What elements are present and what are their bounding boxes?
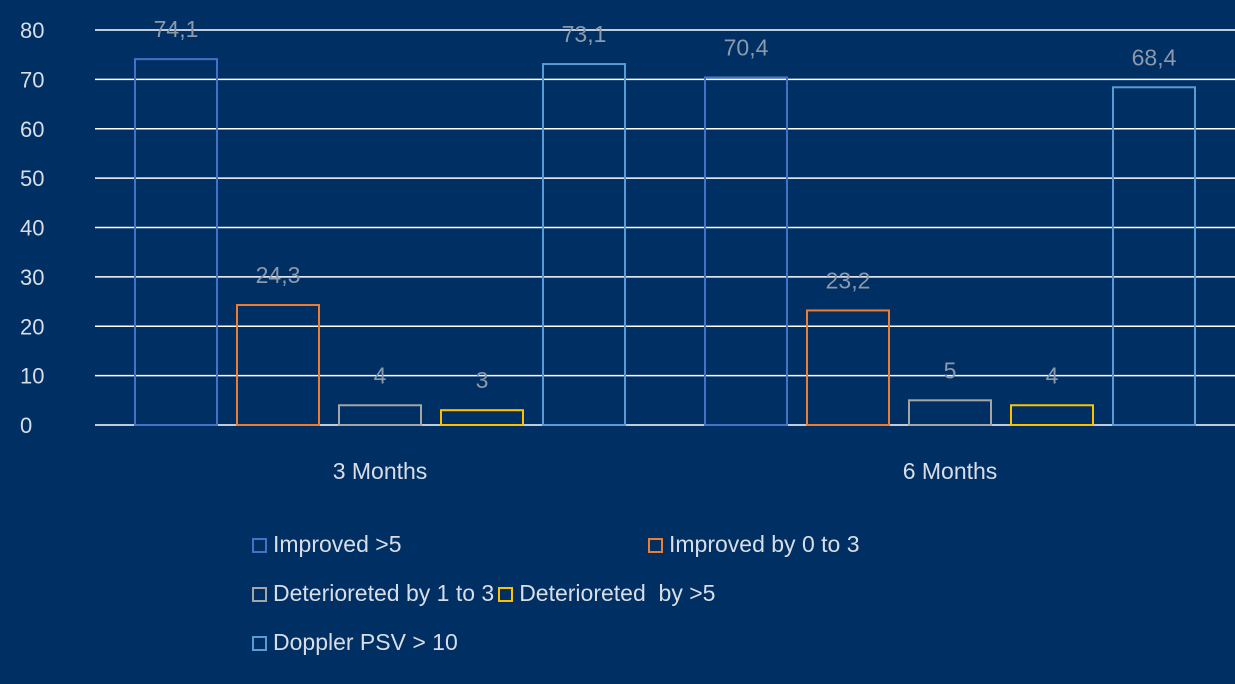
legend-item-deteriorated-1-3: Deterioreted by 1 to 3 xyxy=(252,580,494,607)
data-label: 4 xyxy=(1046,362,1059,388)
bar xyxy=(542,63,626,426)
legend-label-improved-0-3: Improved by 0 to 3 xyxy=(669,530,860,557)
y-tick-label: 60 xyxy=(20,117,44,142)
legend-row: Improved >5 Improved by 0 to 3 xyxy=(252,522,1012,566)
data-label: 24,3 xyxy=(256,262,301,288)
data-label: 73,1 xyxy=(562,21,607,47)
y-tick-label: 0 xyxy=(20,413,32,438)
legend-item-improved-0-3: Improved by 0 to 3 xyxy=(648,531,860,558)
legend-label-improved-gt5: Improved >5 xyxy=(273,530,402,557)
data-label: 3 xyxy=(476,367,489,393)
data-label: 23,2 xyxy=(826,267,871,293)
data-label: 70,4 xyxy=(724,34,769,60)
y-tick-label: 10 xyxy=(20,364,44,389)
x-category-label: 3 Months xyxy=(333,458,428,484)
legend-label-deteriorated-1-3: Deterioreted by 1 to 3 xyxy=(273,579,495,606)
legend-swatch-improved-gt5 xyxy=(252,537,267,553)
y-tick-label: 20 xyxy=(20,314,44,339)
legend-row: Doppler PSV > 10 xyxy=(252,620,1012,664)
bar xyxy=(1010,404,1094,426)
legend-item-improved-gt5: Improved >5 xyxy=(252,531,648,558)
bar xyxy=(704,76,788,427)
data-label: 74,1 xyxy=(154,16,199,42)
legend-row: Deterioreted by 1 to 3 Deterioreted by >… xyxy=(252,571,1012,615)
bar xyxy=(1112,86,1196,427)
y-tick-label: 70 xyxy=(20,67,44,92)
bar xyxy=(134,58,218,426)
legend-swatch-deteriorated-1-3 xyxy=(252,586,267,602)
data-label: 68,4 xyxy=(1132,44,1177,70)
bar xyxy=(440,409,524,426)
y-tick-label: 30 xyxy=(20,265,44,290)
legend-label-doppler-psv: Doppler PSV > 10 xyxy=(273,628,458,655)
legend: Improved >5 Improved by 0 to 3 Deteriore… xyxy=(252,522,1012,669)
legend-swatch-improved-0-3 xyxy=(648,537,663,553)
y-tick-label: 40 xyxy=(20,216,44,241)
bar xyxy=(338,404,422,426)
bar-chart: 0 10 20 30 40 50 60 70 80 74,1 24,3 4 3 73,1 3 Months 7… xyxy=(20,16,1235,484)
legend-swatch-deteriorated-gt5 xyxy=(498,586,514,602)
data-label: 5 xyxy=(944,357,957,383)
legend-swatch-doppler-psv xyxy=(252,635,267,651)
x-category-label: 6 Months xyxy=(903,458,998,484)
bar xyxy=(236,304,320,426)
y-tick-label: 80 xyxy=(20,18,44,43)
legend-item-doppler-psv: Doppler PSV > 10 xyxy=(252,629,458,656)
legend-item-deteriorated-gt5: Deterioreted by >5 xyxy=(498,580,715,607)
bar xyxy=(806,309,890,427)
data-label: 4 xyxy=(374,362,387,388)
legend-label-deteriorated-gt5: Deterioreted by >5 xyxy=(519,579,716,606)
y-tick-label: 50 xyxy=(20,166,44,191)
bar xyxy=(908,399,992,426)
